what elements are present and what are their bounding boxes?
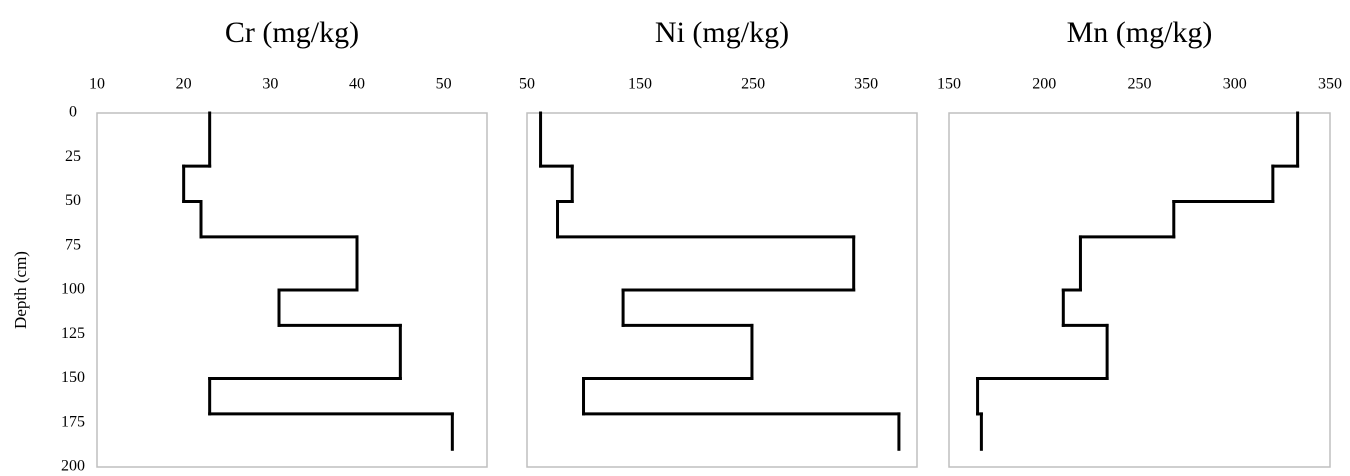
y-tick-label: 125: [61, 325, 85, 342]
x-tick-label: 150: [937, 76, 961, 93]
y-tick-label: 50: [65, 192, 81, 209]
x-tick-label: 20: [176, 76, 192, 93]
x-tick-label: 50: [436, 76, 452, 93]
x-tick-label: 300: [1223, 76, 1247, 93]
y-tick-label: 0: [69, 104, 77, 121]
y-tick-label: 200: [61, 458, 85, 475]
x-tick-label: 30: [262, 76, 278, 93]
chart-title: Mn (mg/kg): [1067, 16, 1213, 49]
y-tick-label: 75: [65, 236, 81, 253]
plot-frame: [948, 112, 1331, 468]
x-tick-label: 350: [854, 76, 878, 93]
y-tick-label: 25: [65, 148, 81, 165]
plot-frame: [526, 112, 918, 468]
chart-title: Ni (mg/kg): [655, 16, 789, 49]
y-tick-label: 175: [61, 413, 85, 430]
x-tick-label: 10: [89, 76, 105, 93]
y-tick-label: 150: [61, 369, 85, 386]
x-tick-label: 250: [1128, 76, 1152, 93]
x-tick-label: 40: [349, 76, 365, 93]
y-axis-title: Depth (cm): [11, 251, 30, 329]
x-tick-label: 50: [519, 76, 535, 93]
x-tick-label: 250: [741, 76, 765, 93]
x-tick-label: 150: [628, 76, 652, 93]
x-tick-label: 200: [1032, 76, 1056, 93]
y-tick-label: 100: [61, 281, 85, 298]
chart-title: Cr (mg/kg): [225, 16, 359, 49]
plot-frame: [96, 112, 488, 468]
x-tick-label: 350: [1318, 76, 1342, 93]
